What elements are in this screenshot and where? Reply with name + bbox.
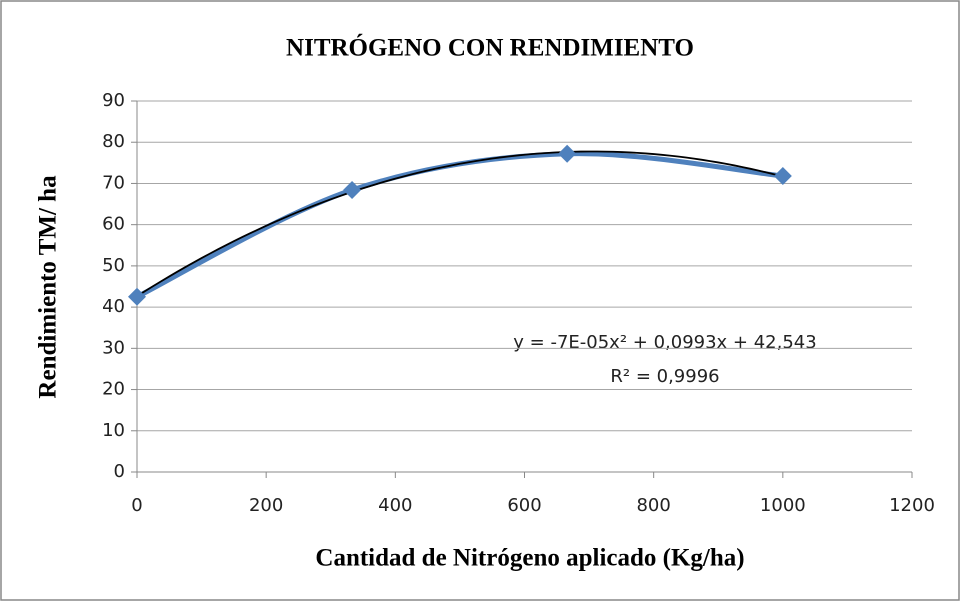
y-tick-label: 50 (102, 255, 125, 276)
y-tick-label: 90 (102, 90, 125, 111)
data-point (558, 144, 577, 163)
trendline-r2: R² = 0,9996 (610, 366, 719, 387)
y-tick-label: 30 (102, 337, 125, 358)
x-axis-label: Cantidad de Nitrógeno aplicado (Kg/ha) (315, 545, 744, 572)
data-point (343, 181, 362, 200)
x-tick-label: 0 (131, 495, 142, 516)
x-tick-label: 600 (507, 495, 541, 516)
y-tick-label: 20 (102, 379, 125, 400)
x-tick-label: 1000 (760, 495, 806, 516)
data-point (773, 167, 792, 186)
trendline (136, 150, 784, 297)
trendline-equation: y = -7E-05x² + 0,0993x + 42,543 (513, 332, 816, 353)
x-tick-label: 200 (249, 495, 283, 516)
y-tick-label: 70 (102, 172, 125, 193)
y-tick-label: 40 (102, 296, 125, 317)
x-tick-label: 400 (378, 495, 412, 516)
y-axis-label: Rendimiento TM/ ha (35, 175, 62, 399)
data-point (128, 287, 146, 306)
y-tick-label: 60 (102, 214, 125, 235)
y-tick-label: 10 (102, 420, 125, 441)
y-tick-label: 0 (114, 461, 125, 482)
y-tick-label: 80 (102, 131, 125, 152)
x-tick-label: 1200 (889, 495, 935, 516)
x-tick-label: 800 (636, 495, 670, 516)
chart-title: NITRÓGENO CON RENDIMIENTO (286, 34, 694, 62)
